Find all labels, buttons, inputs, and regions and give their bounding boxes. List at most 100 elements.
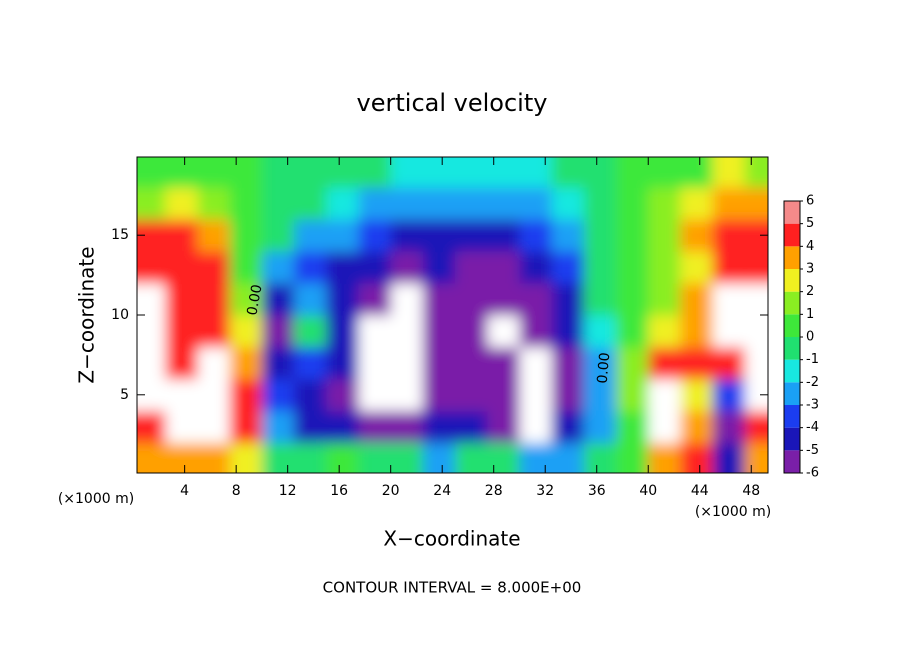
field-cell (358, 219, 392, 252)
field-cell (616, 187, 649, 220)
field-cell (422, 219, 456, 252)
colorbar-label: -1 (806, 352, 819, 367)
field-cell (648, 157, 681, 188)
field-cell (229, 219, 263, 252)
field-cell (583, 346, 617, 380)
x-tick-label: 8 (232, 483, 241, 499)
field-cell (422, 283, 456, 316)
field-cell (680, 251, 714, 284)
x-tick-label: 48 (742, 483, 760, 499)
field-cell (519, 410, 553, 444)
y-axis-label: Z−coordinate (75, 246, 99, 383)
field-cell (326, 346, 359, 380)
colorbar-label: 1 (806, 307, 814, 322)
field-cell (616, 410, 649, 444)
field-cell (326, 315, 359, 348)
field-cell (487, 410, 520, 444)
field-cell (744, 442, 768, 473)
field-cell (197, 219, 231, 252)
field-cell (519, 283, 553, 316)
field-cell (551, 251, 585, 284)
field-cell (455, 442, 488, 473)
field-cell (583, 283, 617, 316)
colorbar-swatch (784, 314, 800, 337)
colorbar-label: 2 (806, 284, 814, 299)
field-cell (137, 346, 166, 380)
field-cell (137, 251, 166, 284)
field-cell (294, 283, 327, 316)
field-cell (551, 378, 585, 412)
field-cell (229, 315, 263, 348)
x-tick-label: 16 (330, 483, 348, 499)
colorbar-label: -3 (806, 398, 819, 413)
field-cell (229, 442, 263, 473)
field-cell (229, 346, 263, 380)
field-cell (294, 187, 327, 220)
field-cell (229, 187, 263, 220)
field-cell (197, 442, 231, 473)
field-cell (197, 251, 231, 284)
field-cell (326, 378, 359, 412)
field-cell (487, 378, 520, 412)
y-tick-label: 15 (111, 227, 129, 243)
colorbar-swatch (784, 201, 800, 224)
field-cell (712, 157, 746, 188)
field-cell (261, 315, 295, 348)
field-cell (358, 410, 392, 444)
field-cell (744, 251, 768, 284)
field-cell (137, 157, 166, 188)
field-cell (744, 219, 768, 252)
colorbar-swatch (784, 450, 800, 473)
x-tick-label: 20 (382, 483, 400, 499)
field-cell (137, 283, 166, 316)
field-cell (616, 283, 649, 316)
field-cell (712, 219, 746, 252)
field-cell (229, 157, 263, 188)
field-cell (648, 315, 681, 348)
field-cell (680, 315, 714, 348)
colorbar-label: -2 (806, 375, 819, 390)
field-cell (551, 219, 585, 252)
field-cell (390, 442, 424, 473)
field-cell (390, 410, 424, 444)
field-cell (680, 187, 714, 220)
field-cell (422, 442, 456, 473)
x-tick-label: 44 (691, 483, 709, 499)
field-cell (551, 442, 585, 473)
field-cell (583, 157, 617, 188)
field-cell (648, 442, 681, 473)
x-tick-label: 36 (588, 483, 606, 499)
field-cell (551, 346, 585, 380)
field-cell (137, 315, 166, 348)
field-cell (519, 315, 553, 348)
field-cell (197, 315, 231, 348)
field-cell (358, 315, 392, 348)
field-cell (229, 251, 263, 284)
field-cell (744, 410, 768, 444)
field-cell (165, 251, 199, 284)
field-cell (261, 442, 295, 473)
field-cell (519, 346, 553, 380)
field-cell (455, 187, 488, 220)
field-cell (487, 187, 520, 220)
field-cell (197, 346, 231, 380)
field-cell (294, 251, 327, 284)
field-cell (680, 157, 714, 188)
field-cell (455, 251, 488, 284)
colorbar-label: -5 (806, 443, 819, 458)
field-cell (616, 346, 649, 380)
field-cell (712, 346, 746, 380)
field-cell (487, 157, 520, 188)
field-cell (197, 187, 231, 220)
field-cell (326, 251, 359, 284)
field-cell (422, 378, 456, 412)
field-cell (648, 219, 681, 252)
colorbar-swatch (784, 405, 800, 428)
field-cell (261, 157, 295, 188)
field-cell (680, 283, 714, 316)
field-cell (326, 283, 359, 316)
field-cell (712, 410, 746, 444)
field-cell (294, 219, 327, 252)
field-cell (422, 410, 456, 444)
field-cell (648, 187, 681, 220)
